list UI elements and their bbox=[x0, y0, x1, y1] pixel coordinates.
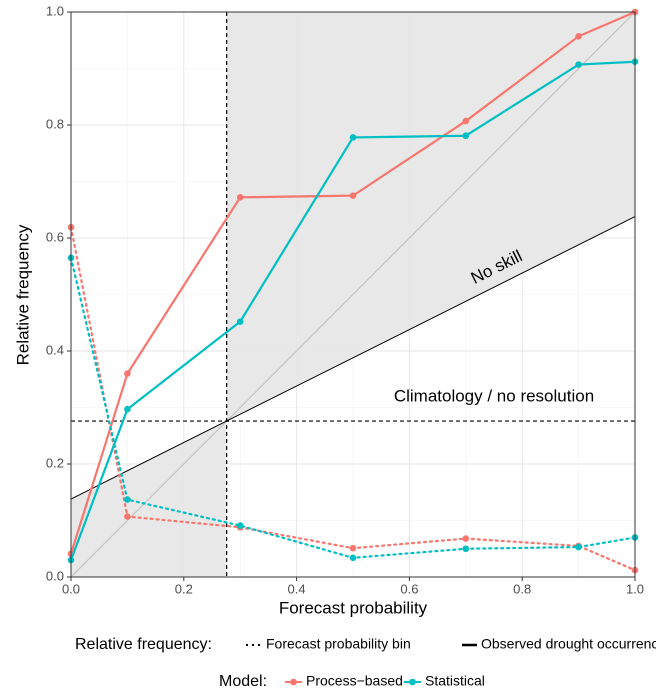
point bbox=[236, 318, 244, 325]
x-tick-label: 0.6 bbox=[400, 581, 418, 596]
point bbox=[124, 513, 131, 520]
y-tick-label: 1.0 bbox=[46, 3, 64, 18]
annotation: Climatology / no resolution bbox=[394, 386, 594, 405]
point bbox=[124, 405, 131, 413]
point bbox=[236, 522, 244, 529]
x-tick-label: 0.0 bbox=[62, 581, 80, 596]
y-axis-title: Relative frequency bbox=[13, 224, 32, 365]
point bbox=[462, 545, 470, 553]
x-tick-label: 0.4 bbox=[288, 581, 306, 596]
y-tick-label: 0.2 bbox=[46, 455, 64, 470]
x-tick-label: 1.0 bbox=[626, 581, 644, 596]
point bbox=[462, 117, 470, 125]
y-tick-label: 0.0 bbox=[46, 568, 64, 583]
point bbox=[349, 134, 357, 141]
point bbox=[349, 544, 357, 552]
x-tick-label: 0.8 bbox=[513, 581, 531, 596]
legend-title: Model: bbox=[219, 673, 267, 690]
x-tick-label: 0.2 bbox=[175, 581, 193, 596]
point bbox=[236, 194, 244, 201]
point bbox=[124, 370, 131, 377]
legend-label: Process−based bbox=[306, 673, 403, 689]
legend-label: Forecast probability bin bbox=[266, 636, 411, 652]
point bbox=[575, 61, 582, 68]
legend-label: Observed drought occurrence bbox=[481, 636, 656, 652]
legend-title: Relative frequency: bbox=[75, 636, 212, 653]
perfect-reliability-line bbox=[70, 11, 636, 578]
y-tick-label: 0.6 bbox=[46, 229, 64, 244]
point bbox=[349, 192, 357, 199]
point bbox=[575, 543, 582, 551]
point bbox=[462, 535, 470, 542]
point bbox=[462, 132, 470, 140]
point bbox=[575, 32, 582, 40]
legend-label: Statistical bbox=[425, 673, 485, 689]
point bbox=[349, 554, 357, 562]
legend-key bbox=[409, 678, 416, 686]
panel-border bbox=[70, 11, 636, 578]
x-axis-title: Forecast probability bbox=[279, 598, 428, 617]
legend-key bbox=[290, 678, 297, 686]
y-tick-label: 0.4 bbox=[46, 342, 64, 357]
point bbox=[124, 496, 131, 503]
y-tick-label: 0.8 bbox=[46, 116, 64, 131]
no-skill-line bbox=[70, 216, 636, 500]
